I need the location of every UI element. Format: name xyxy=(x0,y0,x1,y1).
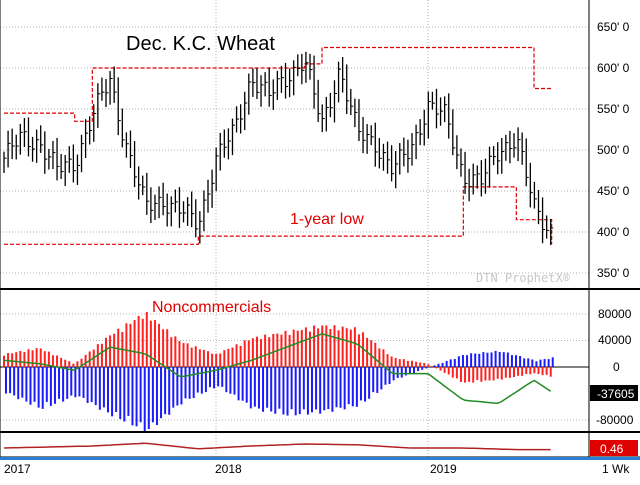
net-line-layer xyxy=(3,333,552,405)
one-year-low-line xyxy=(4,186,553,245)
cot-y-axis: 80000 40000 0 -80000 -37605 xyxy=(590,307,638,427)
price-tick-label: 600' 0 xyxy=(597,61,630,75)
price-tick-label: 650' 0 xyxy=(597,20,630,34)
price-tick-label: 350' 0 xyxy=(597,266,630,280)
cot-bars-layer xyxy=(3,311,554,432)
price-tick-label: 500' 0 xyxy=(597,143,630,157)
watermark: DTN ProphetX® xyxy=(476,271,571,285)
cot-last-value: -37605 xyxy=(597,387,635,401)
cot-last-value-box xyxy=(590,385,638,401)
indicator-last-value-box xyxy=(590,440,638,456)
indicator-last-value: 0.46 xyxy=(600,442,624,456)
chart-title: Dec. K.C. Wheat xyxy=(126,33,275,55)
price-bars-layer xyxy=(3,51,554,246)
price-tick-label: 550' 0 xyxy=(597,102,630,116)
cot-tick-label: -80000 xyxy=(596,413,634,427)
cot-tick-label: 40000 xyxy=(598,333,632,347)
price-tick-label: 400' 0 xyxy=(597,225,630,239)
low-line-layer xyxy=(4,46,553,245)
cot-tick-label: 0 xyxy=(613,360,620,374)
x-axis: 2017 2018 2019 1 Wk xyxy=(4,462,630,476)
x-tick-label: 2017 xyxy=(4,462,31,476)
indicator-axis: 0.46 xyxy=(590,440,638,456)
x-tick-label: 2018 xyxy=(215,462,242,476)
panel-title-noncommercials: Noncommercials xyxy=(152,299,271,316)
net-position-line xyxy=(3,333,552,405)
indicator-line xyxy=(3,442,551,451)
price-tick-label: 450' 0 xyxy=(597,184,630,198)
price-y-axis: 650' 0 600' 0 550' 0 500' 0 450' 0 400' … xyxy=(597,20,630,280)
x-tick-label: 2019 xyxy=(430,462,457,476)
cot-tick-label: 80000 xyxy=(598,307,632,321)
timeframe-label: 1 Wk xyxy=(602,462,630,476)
frame xyxy=(0,0,640,460)
one-year-high-line xyxy=(4,46,552,122)
indicator-layer xyxy=(3,442,551,451)
annotation-1-year-low: 1-year low xyxy=(290,211,364,228)
